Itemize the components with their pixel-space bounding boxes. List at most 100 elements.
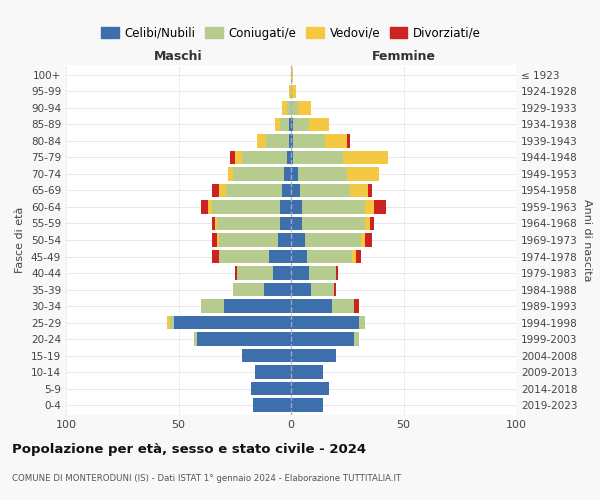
Bar [277,234,291,246]
Bar [291,349,336,362]
Bar [365,200,374,213]
Bar [331,300,354,312]
Bar [291,184,300,197]
Bar [349,184,367,197]
Bar [266,134,289,147]
Bar [253,398,291,411]
Bar [347,134,349,147]
Bar [280,217,291,230]
Bar [237,266,273,280]
Text: Maschi: Maschi [154,50,203,64]
Bar [365,234,372,246]
Bar [298,102,311,114]
Bar [291,118,293,131]
Bar [230,151,235,164]
Bar [275,118,280,131]
Bar [282,184,291,197]
Bar [228,168,233,180]
Bar [289,118,291,131]
Bar [291,68,293,82]
Bar [219,184,226,197]
Bar [302,217,365,230]
Bar [269,250,291,263]
Bar [370,217,374,230]
Legend: Celibi/Nubili, Coniugati/e, Vedovi/e, Divorziati/e: Celibi/Nubili, Coniugati/e, Vedovi/e, Di… [96,22,486,44]
Bar [212,234,217,246]
Bar [233,168,284,180]
Bar [291,332,354,345]
Bar [293,151,343,164]
Bar [287,102,291,114]
Bar [291,102,298,114]
Bar [291,234,305,246]
Bar [356,250,361,263]
Bar [273,266,291,280]
Text: COMUNE DI MONTERODUNI (IS) - Dati ISTAT 1° gennaio 2024 - Elaborazione TUTTITALI: COMUNE DI MONTERODUNI (IS) - Dati ISTAT … [12,474,401,483]
Bar [219,234,277,246]
Bar [174,316,291,329]
Bar [291,200,302,213]
Bar [354,332,359,345]
Bar [291,134,293,147]
Bar [289,134,291,147]
Y-axis label: Anni di nascita: Anni di nascita [581,198,592,281]
Text: Popolazione per età, sesso e stato civile - 2024: Popolazione per età, sesso e stato civil… [12,442,366,456]
Bar [194,332,197,345]
Bar [291,316,359,329]
Bar [307,250,352,263]
Bar [334,283,336,296]
Bar [291,85,296,98]
Bar [241,349,291,362]
Bar [291,151,293,164]
Bar [201,300,223,312]
Bar [365,217,370,230]
Y-axis label: Fasce di età: Fasce di età [16,207,25,273]
Bar [212,217,215,230]
Bar [264,283,291,296]
Bar [354,300,359,312]
Bar [226,184,282,197]
Bar [223,300,291,312]
Bar [289,85,291,98]
Bar [291,398,323,411]
Bar [208,200,212,213]
Text: Femmine: Femmine [371,50,436,64]
Bar [291,217,302,230]
Bar [309,118,329,131]
Bar [197,332,291,345]
Bar [291,250,307,263]
Bar [280,200,291,213]
Bar [255,366,291,378]
Bar [309,266,336,280]
Bar [170,316,174,329]
Bar [257,134,266,147]
Bar [359,316,365,329]
Bar [212,250,219,263]
Bar [302,200,365,213]
Bar [291,300,331,312]
Bar [291,366,323,378]
Bar [361,234,365,246]
Bar [343,151,388,164]
Bar [305,234,361,246]
Bar [282,102,287,114]
Bar [291,382,329,395]
Bar [293,134,325,147]
Bar [287,151,291,164]
Bar [233,283,264,296]
Bar [374,200,386,213]
Bar [251,382,291,395]
Bar [311,283,334,296]
Bar [291,283,311,296]
Bar [235,151,241,164]
Bar [215,217,217,230]
Bar [325,134,347,147]
Bar [352,250,356,263]
Bar [291,168,298,180]
Bar [280,118,289,131]
Bar [300,184,349,197]
Bar [347,168,379,180]
Bar [212,184,219,197]
Bar [241,151,287,164]
Bar [293,118,309,131]
